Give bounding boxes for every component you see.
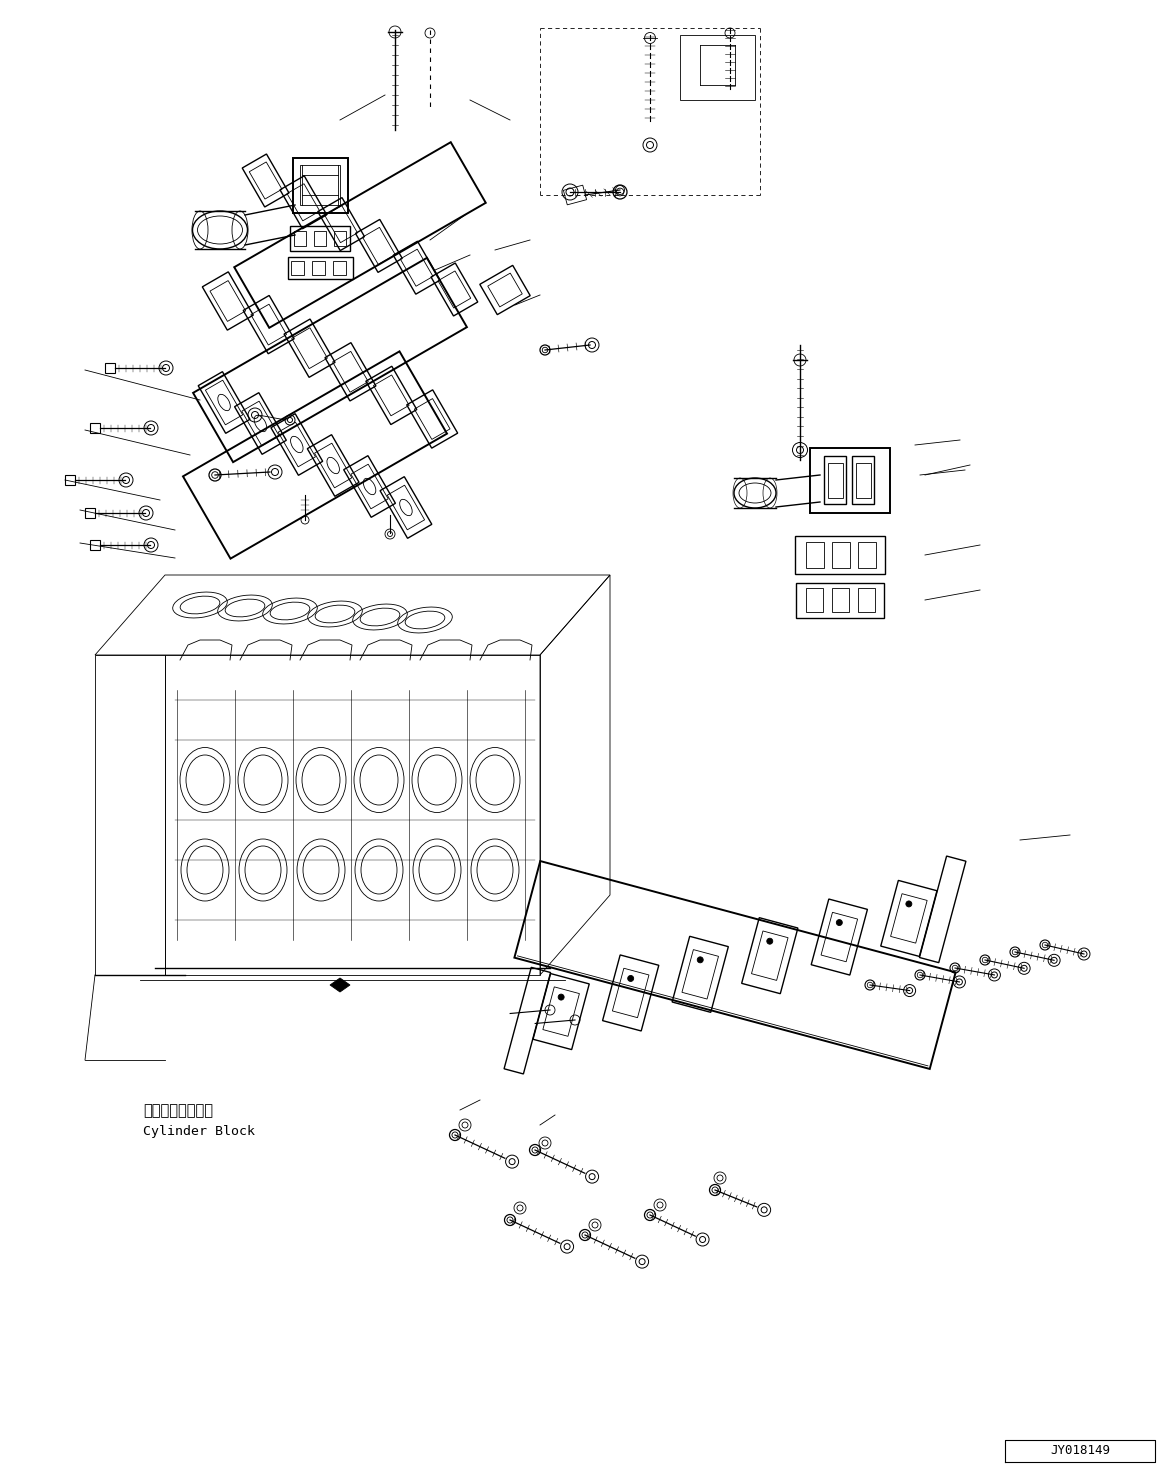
Circle shape (836, 920, 842, 926)
Circle shape (558, 994, 564, 1000)
Polygon shape (330, 978, 350, 993)
Circle shape (906, 901, 912, 907)
Circle shape (766, 938, 772, 944)
Text: シリンダブロック: シリンダブロック (143, 1103, 213, 1118)
Circle shape (628, 975, 634, 981)
Text: JY018149: JY018149 (1050, 1445, 1110, 1458)
Text: Cylinder Block: Cylinder Block (143, 1125, 255, 1137)
Circle shape (698, 957, 704, 963)
